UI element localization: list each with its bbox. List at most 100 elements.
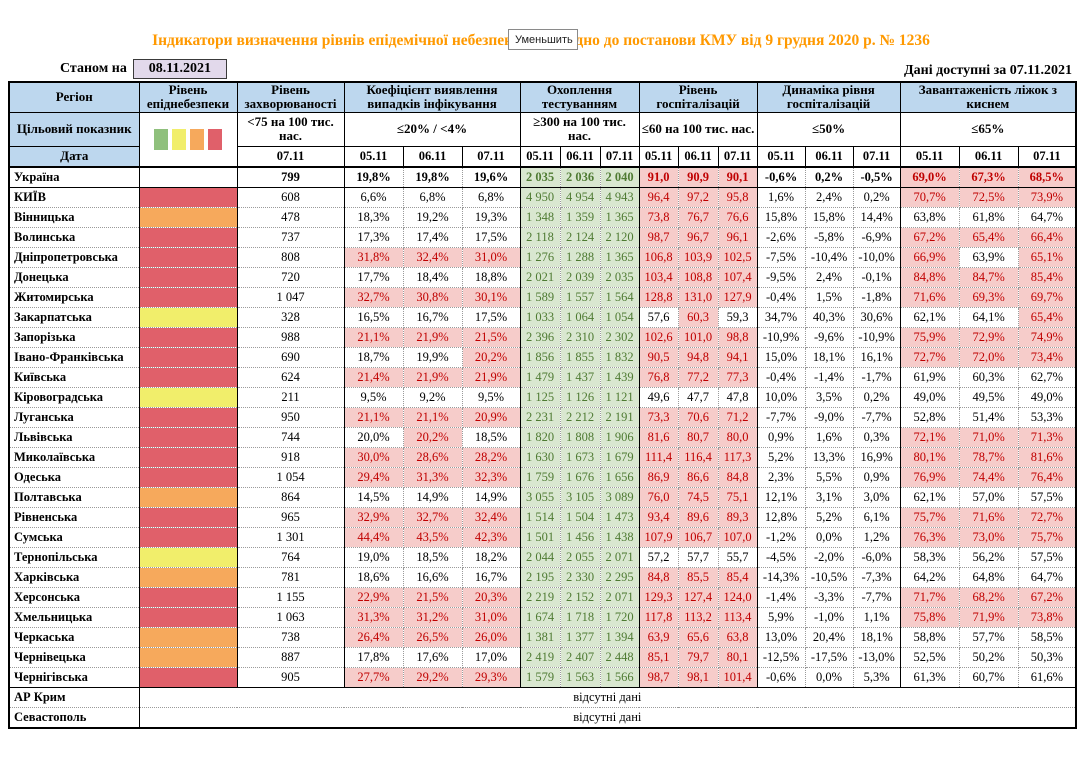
detection-value: 31,0% [462, 607, 521, 628]
testing-value: 1 438 [600, 527, 640, 548]
hospitalization-value: 94,1 [718, 347, 758, 368]
testing-value: 2 419 [520, 647, 561, 668]
hospitalization-value: 98,1 [678, 667, 719, 688]
beds-value: 51,4% [959, 407, 1019, 428]
date-cell: 07.11 [599, 145, 640, 168]
dynamics-value: 1,6% [805, 427, 854, 448]
beds-value: 81,6% [1018, 447, 1077, 468]
testing-value: 3 105 [560, 487, 601, 508]
beds-value: 64,1% [959, 307, 1019, 328]
table-row: Кіровоградська 211 9,5% 9,2% 9,5% 1 125 1 126 1… [9, 387, 1077, 408]
epidemic-level-cell [139, 607, 238, 628]
column-header-testing: Охоплення тестуванням [519, 81, 640, 113]
region-name: Черкаська [9, 627, 140, 648]
date-cell: 06.11 [804, 145, 854, 168]
region-name: Херсонська [9, 587, 140, 608]
incidence-value: 608 [237, 187, 345, 208]
detection-value: 20,9% [462, 407, 521, 428]
dynamics-value: 13,0% [757, 627, 806, 648]
beds-value: 57,5% [1018, 547, 1077, 568]
beds-value: 64,8% [959, 567, 1019, 588]
hospitalization-value: 107,0 [718, 527, 758, 548]
beds-value: 52,5% [900, 647, 960, 668]
target-testing: ≥300 на 100 тис. нас. [519, 111, 640, 147]
table-row: Тернопільська 764 19,0% 18,5% 18,2% 2 044 2 05… [9, 547, 1077, 568]
detection-value: 29,2% [403, 667, 463, 688]
hospitalization-value: 94,8 [678, 347, 719, 368]
hospitalization-value: 103,9 [678, 247, 719, 268]
detection-value: 6,6% [344, 187, 404, 208]
region-name: Рівненська [9, 507, 140, 528]
table-row: Львівська 744 20,0% 20,2% 18,5% 1 820 1 808 1 9… [9, 427, 1077, 448]
target-dynamics: ≤50% [756, 111, 901, 147]
testing-value: 2 310 [560, 327, 601, 348]
date-cell: 06.11 [559, 145, 601, 168]
dynamics-value: 0,2% [853, 387, 901, 408]
beds-value: 62,1% [900, 487, 960, 508]
dynamics-value: 13,3% [805, 447, 854, 468]
hospitalization-value: 85,1 [639, 647, 679, 668]
indicators-table: Регіон Рівень епіднебезпеки Рівень захво… [8, 81, 1078, 729]
beds-value: 50,3% [1018, 647, 1077, 668]
column-header-beds: Завантаженість ліжок з киснем [899, 81, 1077, 113]
testing-value: 1 720 [600, 607, 640, 628]
incidence-value: 781 [237, 567, 345, 588]
table-row: Запорізька 988 21,1% 21,9% 21,5% 2 396 2 310 2 … [9, 327, 1077, 348]
hospitalization-value: 73,8 [639, 207, 679, 228]
hospitalization-value: 103,4 [639, 267, 679, 288]
detection-value: 20,2% [403, 427, 463, 448]
detection-value: 17,6% [403, 647, 463, 668]
column-header-hospitalization: Рівень госпіталізацій [638, 81, 758, 113]
date-cell: 06.11 [958, 145, 1019, 168]
hospitalization-value: 106,7 [678, 527, 719, 548]
date-cell: 05.11 [343, 145, 404, 168]
testing-value: 2 195 [520, 567, 561, 588]
testing-value: 1 054 [600, 307, 640, 328]
data-available-label: Дані доступні за 07.11.2021 [904, 63, 1072, 78]
dynamics-value: -0,4% [757, 367, 806, 388]
dynamics-value: 6,1% [853, 507, 901, 528]
dynamics-value: -1,7% [853, 367, 901, 388]
beds-value: 73,9% [1018, 187, 1077, 208]
hospitalization-value: 77,2 [678, 367, 719, 388]
table-row: Україна 799 19,8% 19,8% 19,6% 2 035 2 036 2 040… [9, 165, 1077, 188]
testing-value: 1 348 [520, 207, 561, 228]
detection-value: 21,4% [344, 367, 404, 388]
testing-value: 1 504 [560, 507, 601, 528]
incidence-value: 737 [237, 227, 345, 248]
detection-value: 18,3% [344, 207, 404, 228]
shrink-button[interactable]: Уменьшить [508, 29, 578, 50]
epidemic-level-cell [139, 507, 238, 528]
dynamics-value: -7,7% [757, 407, 806, 428]
detection-value: 19,2% [403, 207, 463, 228]
hospitalization-value: 85,4 [718, 567, 758, 588]
detection-value: 21,1% [403, 407, 463, 428]
beds-value: 61,3% [900, 667, 960, 688]
beds-value: 76,3% [900, 527, 960, 548]
beds-value: 75,7% [900, 507, 960, 528]
detection-value: 32,7% [344, 287, 404, 308]
hospitalization-value: 107,4 [718, 267, 758, 288]
beds-value: 69,0% [900, 165, 960, 188]
table-row: Вінницька 478 18,3% 19,2% 19,3% 1 348 1 359 1 3… [9, 207, 1077, 228]
testing-value: 1 855 [560, 347, 601, 368]
target-beds: ≤65% [899, 111, 1077, 147]
testing-value: 1 566 [600, 667, 640, 688]
testing-value: 2 330 [560, 567, 601, 588]
beds-value: 71,7% [900, 587, 960, 608]
epidemic-level-cell [139, 347, 238, 368]
incidence-value: 764 [237, 547, 345, 568]
detection-value: 17,4% [403, 227, 463, 248]
testing-value: 1 759 [520, 467, 561, 488]
dynamics-value: 18,1% [805, 347, 854, 368]
epidemic-level-cell [139, 627, 238, 648]
hospitalization-value: 97,2 [678, 187, 719, 208]
testing-value: 2 039 [560, 267, 601, 288]
hospitalization-value: 101,0 [678, 327, 719, 348]
hospitalization-value: 90,9 [678, 165, 719, 188]
table-row: Полтавська 864 14,5% 14,9% 14,9% 3 055 3 105 3 … [9, 487, 1077, 508]
hospitalization-value: 80,0 [718, 427, 758, 448]
testing-value: 1 630 [520, 447, 561, 468]
beds-value: 58,8% [900, 627, 960, 648]
incidence-value: 950 [237, 407, 345, 428]
